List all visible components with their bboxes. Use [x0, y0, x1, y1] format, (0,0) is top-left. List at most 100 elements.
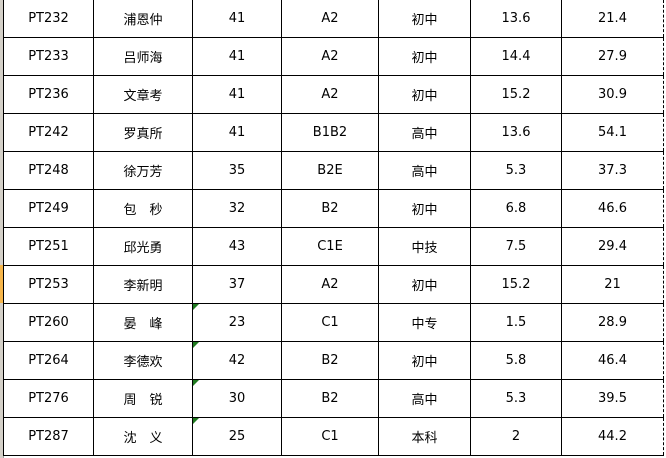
- cell-age[interactable]: 32: [192, 189, 282, 228]
- cell-text: 13.6: [501, 125, 531, 140]
- cell-age[interactable]: 41: [192, 113, 282, 152]
- cell-id[interactable]: PT276: [3, 379, 94, 418]
- cell-id[interactable]: PT242: [3, 113, 94, 152]
- cell-text: 初中: [411, 203, 438, 218]
- cell-edu[interactable]: 高中: [378, 113, 471, 152]
- cell-license[interactable]: C1E: [281, 227, 379, 266]
- cell-id[interactable]: PT248: [3, 151, 94, 190]
- cell-v2[interactable]: 37.3: [561, 151, 664, 190]
- cell-v1[interactable]: 6.8: [470, 189, 562, 228]
- cell-v2[interactable]: 46.6: [561, 189, 664, 228]
- cell-v2[interactable]: 29.4: [561, 227, 664, 266]
- cell-age[interactable]: 43: [192, 227, 282, 266]
- cell-v1[interactable]: 5.3: [470, 379, 562, 418]
- cell-edu[interactable]: 初中: [378, 189, 471, 228]
- cell-name[interactable]: 包 秒: [93, 189, 193, 228]
- cell-text: 高中: [411, 165, 438, 180]
- error-indicator-icon[interactable]: [193, 342, 199, 348]
- cell-text: PT232: [28, 11, 69, 26]
- cell-v2[interactable]: 27.9: [561, 37, 664, 76]
- cell-age[interactable]: 37: [192, 265, 282, 304]
- cell-v2[interactable]: 44.2: [561, 417, 664, 456]
- cell-name[interactable]: 李德欢: [93, 341, 193, 380]
- cell-text: 中专: [411, 317, 438, 332]
- cell-id[interactable]: PT233: [3, 37, 94, 76]
- cell-license[interactable]: B2E: [281, 151, 379, 190]
- cell-v1[interactable]: 5.3: [470, 151, 562, 190]
- cell-v1[interactable]: 13.6: [470, 113, 562, 152]
- cell-license[interactable]: B2: [281, 341, 379, 380]
- cell-age[interactable]: 30: [192, 379, 282, 418]
- cell-name[interactable]: 徐万芳: [93, 151, 193, 190]
- cell-age[interactable]: 41: [192, 37, 282, 76]
- cell-v1[interactable]: 15.2: [470, 75, 562, 114]
- cell-name[interactable]: 晏 峰: [93, 303, 193, 342]
- cell-id[interactable]: PT260: [3, 303, 94, 342]
- cell-name[interactable]: 邱光勇: [93, 227, 193, 266]
- cell-edu[interactable]: 高中: [378, 151, 471, 190]
- cell-edu[interactable]: 中专: [378, 303, 471, 342]
- cell-v1[interactable]: 13.6: [470, 0, 562, 38]
- selected-row-header[interactable]: [0, 265, 3, 303]
- cell-age[interactable]: 42: [192, 341, 282, 380]
- cell-name[interactable]: 吕师海: [93, 37, 193, 76]
- cell-v2[interactable]: 54.1: [561, 113, 664, 152]
- cell-v1[interactable]: 2: [470, 417, 562, 456]
- cell-age[interactable]: 25: [192, 417, 282, 456]
- cell-license[interactable]: B2: [281, 189, 379, 228]
- cell-id[interactable]: PT253: [3, 265, 94, 304]
- cell-id[interactable]: PT287: [3, 417, 94, 456]
- cell-text: 5.3: [505, 163, 527, 178]
- cell-license[interactable]: A2: [281, 75, 379, 114]
- cell-name[interactable]: 浦恩仲: [93, 0, 193, 38]
- cell-edu[interactable]: 初中: [378, 341, 471, 380]
- cell-license[interactable]: C1: [281, 417, 379, 456]
- cell-v2[interactable]: 30.9: [561, 75, 664, 114]
- cell-age[interactable]: 35: [192, 151, 282, 190]
- cell-v1[interactable]: 1.5: [470, 303, 562, 342]
- cell-edu[interactable]: 本科: [378, 417, 471, 456]
- cell-name[interactable]: 李新明: [93, 265, 193, 304]
- cell-v1[interactable]: 15.2: [470, 265, 562, 304]
- cell-license[interactable]: A2: [281, 0, 379, 38]
- cell-license[interactable]: B2: [281, 379, 379, 418]
- cell-id[interactable]: PT236: [3, 75, 94, 114]
- cell-license[interactable]: A2: [281, 265, 379, 304]
- cell-id[interactable]: PT251: [3, 227, 94, 266]
- cell-name[interactable]: 沈 义: [93, 417, 193, 456]
- cell-v1[interactable]: 7.5: [470, 227, 562, 266]
- cell-license[interactable]: A2: [281, 37, 379, 76]
- cell-v1[interactable]: 5.8: [470, 341, 562, 380]
- cell-license[interactable]: B1B2: [281, 113, 379, 152]
- cell-name[interactable]: 周 锐: [93, 379, 193, 418]
- cell-edu[interactable]: 初中: [378, 75, 471, 114]
- table-row: PT242 罗真所 41 B1B2 高中 13.6 54.1: [3, 113, 664, 152]
- cell-v2[interactable]: 39.5: [561, 379, 664, 418]
- cell-v2[interactable]: 21: [561, 265, 664, 304]
- cell-edu[interactable]: 初中: [378, 37, 471, 76]
- cell-edu[interactable]: 中技: [378, 227, 471, 266]
- cell-v2[interactable]: 21.4: [561, 0, 664, 38]
- cell-edu[interactable]: 初中: [378, 0, 471, 38]
- cell-age[interactable]: 41: [192, 75, 282, 114]
- cell-name[interactable]: 文章考: [93, 75, 193, 114]
- cell-age[interactable]: 23: [192, 303, 282, 342]
- cell-v1[interactable]: 14.4: [470, 37, 562, 76]
- cell-v2[interactable]: 28.9: [561, 303, 664, 342]
- cell-text: 本科: [411, 431, 438, 446]
- cell-age[interactable]: 41: [192, 0, 282, 38]
- error-indicator-icon[interactable]: [193, 418, 199, 424]
- cell-text: 39.5: [598, 391, 627, 406]
- cell-v2[interactable]: 46.4: [561, 341, 664, 380]
- cell-id[interactable]: PT264: [3, 341, 94, 380]
- cell-id[interactable]: PT232: [3, 0, 94, 38]
- cell-text: A2: [321, 277, 339, 292]
- cell-license[interactable]: C1: [281, 303, 379, 342]
- cell-edu[interactable]: 初中: [378, 265, 471, 304]
- error-indicator-icon[interactable]: [193, 304, 199, 310]
- error-indicator-icon[interactable]: [193, 380, 199, 386]
- cell-edu[interactable]: 高中: [378, 379, 471, 418]
- cell-text: A2: [321, 87, 339, 102]
- cell-id[interactable]: PT249: [3, 189, 94, 228]
- cell-name[interactable]: 罗真所: [93, 113, 193, 152]
